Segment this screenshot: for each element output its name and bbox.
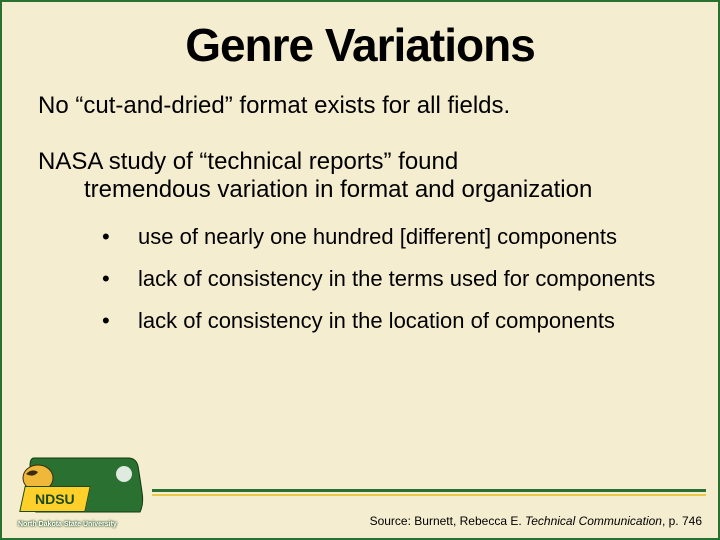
source-suffix: , p. 746 — [662, 514, 702, 528]
nasa-paragraph: NASA study of “technical reports” found … — [38, 148, 682, 204]
rule-green — [152, 489, 706, 492]
rule-yellow — [152, 494, 706, 496]
list-item: use of nearly one hundred [different] co… — [102, 224, 682, 250]
ndsu-logo: NDSU North Dakota State University — [16, 452, 146, 530]
source-citation: Source: Burnett, Rebecca E. Technical Co… — [370, 514, 702, 528]
divider-rules — [152, 489, 706, 496]
source-title: Technical Communication — [525, 514, 662, 528]
ndsu-badge: NDSU — [19, 486, 91, 512]
bullet-list: use of nearly one hundred [different] co… — [38, 224, 682, 334]
slide-footer: NDSU North Dakota State University Sourc… — [2, 448, 718, 538]
intro-paragraph: No “cut-and-dried” format exists for all… — [38, 92, 682, 120]
source-prefix: Source: Burnett, Rebecca E. — [370, 514, 525, 528]
slide-title: Genre Variations — [2, 2, 718, 72]
university-name: North Dakota State University — [18, 521, 117, 528]
list-item: lack of consistency in the terms used fo… — [102, 266, 682, 292]
list-item: lack of consistency in the location of c… — [102, 308, 682, 334]
nasa-rest: tremendous variation in format and organ… — [38, 176, 672, 204]
nasa-line1: NASA study of “technical reports” found — [38, 148, 458, 175]
ndsu-abbrev: NDSU — [35, 491, 75, 507]
slide-body: No “cut-and-dried” format exists for all… — [2, 72, 718, 334]
